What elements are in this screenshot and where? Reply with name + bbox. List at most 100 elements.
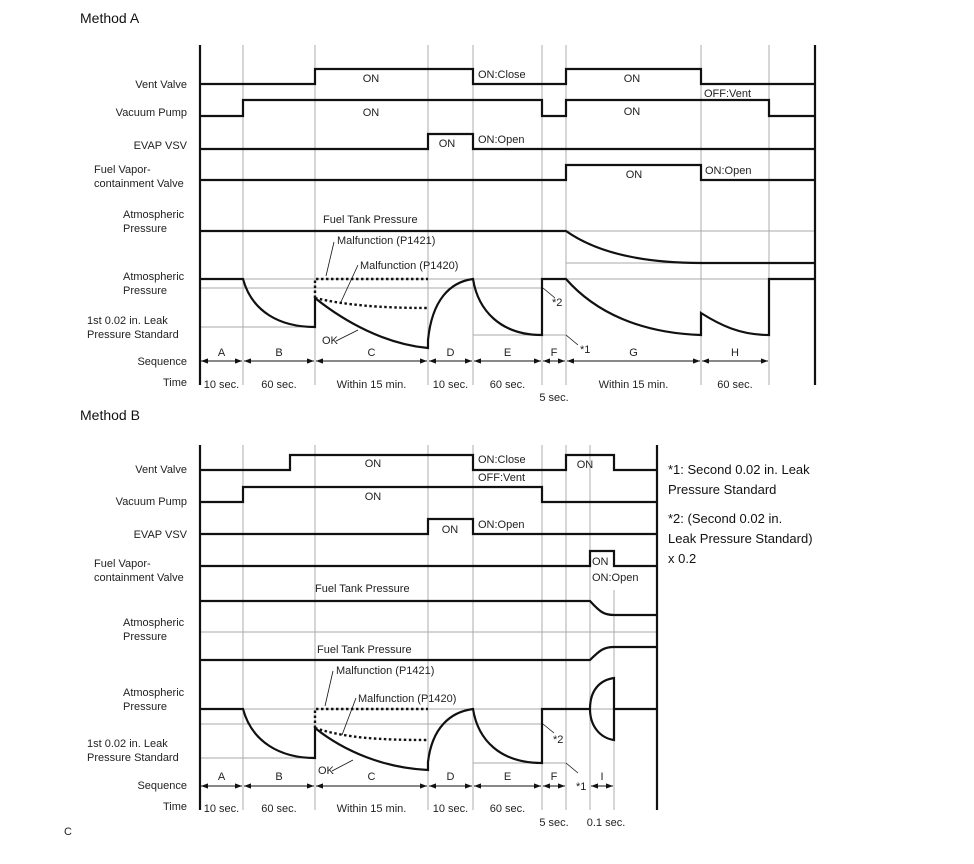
label-leak-standard-2: Pressure Standard [87,329,179,341]
ann-evap-open: ON:Open [478,134,524,146]
method-b-diagram: Method B Vent Valve Vacuum Pump EVAP VSV… [80,407,659,829]
method-a-diagram: Method A Vent Valve Vacuum Pump EVAP VSV… [80,10,817,404]
sequence-label: C [368,771,376,783]
signal-traces [200,453,657,772]
p1421-trace [313,707,428,728]
sequence-label: A [218,771,226,783]
label-time: Time [163,801,187,813]
evap-vsv-trace [200,517,657,536]
time-label: 60 sec. [717,379,752,391]
label-vacuum-pump: Vacuum Pump [116,107,187,119]
ann-pump-on-2: ON [624,106,641,118]
ann-p1421: Malfunction (P1421) [336,665,434,677]
label-sequence: Sequence [137,780,187,792]
label-atmospheric-1: Atmospheric [123,617,185,629]
note-2b: Leak Pressure Standard) [668,531,813,546]
ann-evap-on: ON [442,524,459,536]
label-fvcv-2: containment Valve [94,572,184,584]
fuel-tank-pressure-upper [200,229,815,265]
label-vacuum-pump: Vacuum Pump [116,496,187,508]
label-atmospheric-2: Atmospheric [123,687,185,699]
fvcv-trace [200,163,815,182]
label-evap-vsv: EVAP VSV [134,140,188,152]
label-fvcv: Fuel Vapor- [94,164,151,176]
sequence-label: B [275,347,282,359]
ann-fvcv-on: ON [592,556,609,568]
ann-ok: OK [322,335,339,347]
evap-vsv-trace [200,132,815,151]
label-vent-valve: Vent Valve [135,464,187,476]
fuel-tank-pressure-lower [200,277,815,350]
note-2c: x 0.2 [668,551,696,566]
ann-fuel-tank-pressure-2: Fuel Tank Pressure [317,644,412,656]
sequence-label: E [504,771,511,783]
time-label: 60 sec. [261,379,296,391]
footer-code: C [64,826,72,838]
time-label: 60 sec. [490,379,525,391]
ann-vent-off: OFF:Vent [478,472,525,484]
label-atmospheric-2: Atmospheric [123,271,185,283]
sequence-row: A 10 sec. B 60 sec. C Within 15 min. D 10 sec. E… [201,347,768,404]
label-fvcv: Fuel Vapor- [94,558,151,570]
ann-fvcv-on: ON [626,169,643,181]
vacuum-pump-trace [200,98,815,118]
sequence-row: A 10 sec. B 60 sec. C Within 15 min. D 10 sec. E… [201,771,625,829]
grid-lines [198,45,817,385]
sequence-label: F [551,771,558,783]
note-1b: Pressure Standard [668,482,776,497]
sequence-label: H [731,347,739,359]
time-label: 10 sec. [204,379,239,391]
label-leak-standard: 1st 0.02 in. Leak [87,315,168,327]
note-2: *2: (Second 0.02 in. [668,511,782,526]
label-atmospheric-1: Atmospheric [123,209,185,221]
ann-star2: *2 [553,734,563,746]
sequence-label: G [629,347,638,359]
time-label: 10 sec. [433,379,468,391]
ann-p1420: Malfunction (P1420) [360,260,458,272]
ann-vent-close: ON:Close [478,454,526,466]
fuel-tank-pressure-2 [200,645,657,662]
sequence-label: F [551,347,558,359]
ann-p1421: Malfunction (P1421) [337,235,435,247]
label-atmospheric-2b: Pressure [123,285,167,297]
sequence-label: D [447,771,455,783]
ann-fuel-tank-pressure: Fuel Tank Pressure [323,214,418,226]
note-1: *1: Second 0.02 in. Leak [668,462,810,477]
p1421-trace [313,277,428,298]
fuel-tank-pressure-3 [200,676,657,772]
ann-vent-off: OFF:Vent [704,88,751,100]
sequence-label: A [218,347,226,359]
method-b-title: Method B [80,407,140,423]
label-leak-standard: 1st 0.02 in. Leak [87,738,168,750]
row-labels: Vent Valve Vacuum Pump EVAP VSV Fuel Vap… [87,79,188,389]
ann-vent-on-2: ON [624,73,641,85]
label-atmospheric-1b: Pressure [123,631,167,643]
ann-fvcv-open: ON:Open [592,572,638,584]
vent-valve-trace [200,67,815,86]
ann-fvcv-open: ON:Open [705,165,751,177]
ann-vent-on-2: ON [577,459,594,471]
sequence-label: D [447,347,455,359]
ann-fuel-tank-pressure: Fuel Tank Pressure [315,583,410,595]
ann-vent-on: ON [365,458,382,470]
annotations: ON ON:Close ON OFF:Vent ON ON ON ON:Open… [322,69,751,356]
time-label: 0.1 sec. [587,817,626,829]
ann-pump-on: ON [363,107,380,119]
p1420-trace [314,726,429,742]
ann-vent-close: ON:Close [478,69,526,81]
label-atmospheric-1b: Pressure [123,223,167,235]
ann-star1: *1 [580,344,590,356]
ann-evap-open: ON:Open [478,519,524,531]
label-evap-vsv: EVAP VSV [134,529,188,541]
time-label: 5 sec. [539,392,568,404]
sequence-label: C [368,347,376,359]
time-label: Within 15 min. [337,803,407,815]
time-label: 10 sec. [433,803,468,815]
ann-star2: *2 [552,297,562,309]
label-time: Time [163,377,187,389]
sequence-label: B [275,771,282,783]
vacuum-pump-trace [200,485,657,504]
sequence-label: I [600,771,603,783]
time-label: 10 sec. [204,803,239,815]
label-atmospheric-2b: Pressure [123,701,167,713]
